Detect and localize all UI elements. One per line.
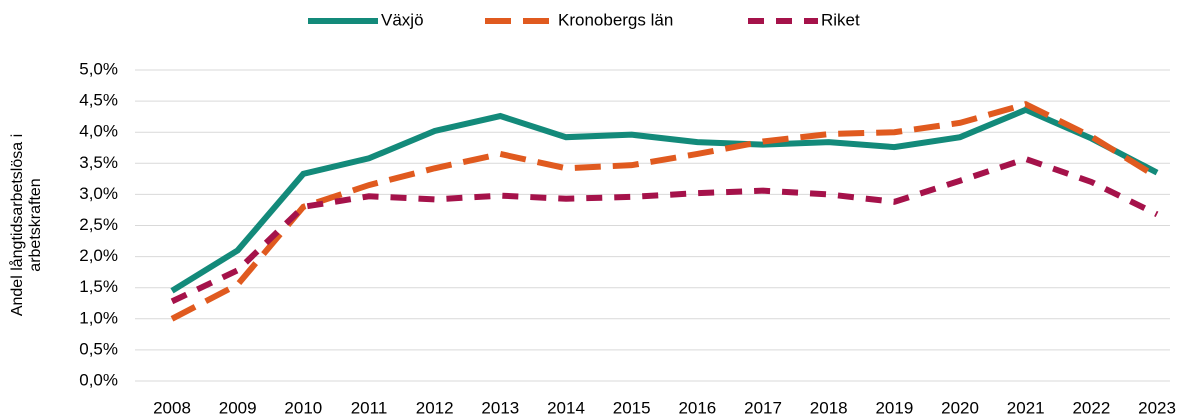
y-axis-label: Andel långtidsarbetslösa i bbox=[8, 134, 26, 316]
x-tick-label: 2023 bbox=[1138, 398, 1176, 417]
x-tick-label: 2013 bbox=[481, 398, 519, 417]
series-line bbox=[170, 106, 1159, 294]
y-tick-label: 2,5% bbox=[79, 215, 118, 234]
legend-label: Riket bbox=[821, 10, 860, 29]
y-tick-label: 3,5% bbox=[79, 153, 118, 172]
y-tick-label: 0,0% bbox=[79, 370, 118, 389]
y-tick-label: 2,0% bbox=[79, 246, 118, 265]
legend-label: Kronobergs län bbox=[558, 10, 673, 29]
x-tick-label: 2022 bbox=[1072, 398, 1110, 417]
y-tick-label: 1,0% bbox=[79, 308, 118, 327]
x-tick-label: 2020 bbox=[941, 398, 979, 417]
x-tick-label: 2016 bbox=[678, 398, 716, 417]
x-tick-label: 2015 bbox=[613, 398, 651, 417]
y-tick-label: 4,0% bbox=[79, 122, 118, 141]
y-tick-label: 0,5% bbox=[79, 339, 118, 358]
x-tick-label: 2008 bbox=[153, 398, 191, 417]
x-tick-label: 2011 bbox=[351, 398, 388, 417]
x-tick-label: 2012 bbox=[416, 398, 454, 417]
x-tick-label: 2010 bbox=[284, 398, 322, 417]
x-tick-label: 2009 bbox=[219, 398, 257, 417]
x-tick-label: 2019 bbox=[875, 398, 913, 417]
x-tick-label: 2017 bbox=[744, 398, 782, 417]
x-tick-label: 2014 bbox=[547, 398, 585, 417]
series-line bbox=[170, 155, 1159, 305]
legend-label: Växjö bbox=[381, 10, 424, 29]
y-tick-label: 3,0% bbox=[79, 184, 118, 203]
y-tick-label: 1,5% bbox=[79, 277, 118, 296]
x-tick-label: 2018 bbox=[810, 398, 848, 417]
x-tick-label: 2021 bbox=[1007, 398, 1045, 417]
y-tick-label: 4,5% bbox=[79, 91, 118, 110]
y-tick-label: 5,0% bbox=[79, 59, 118, 78]
y-axis-label: arbetskraften bbox=[27, 178, 44, 271]
series-line bbox=[170, 101, 1159, 322]
